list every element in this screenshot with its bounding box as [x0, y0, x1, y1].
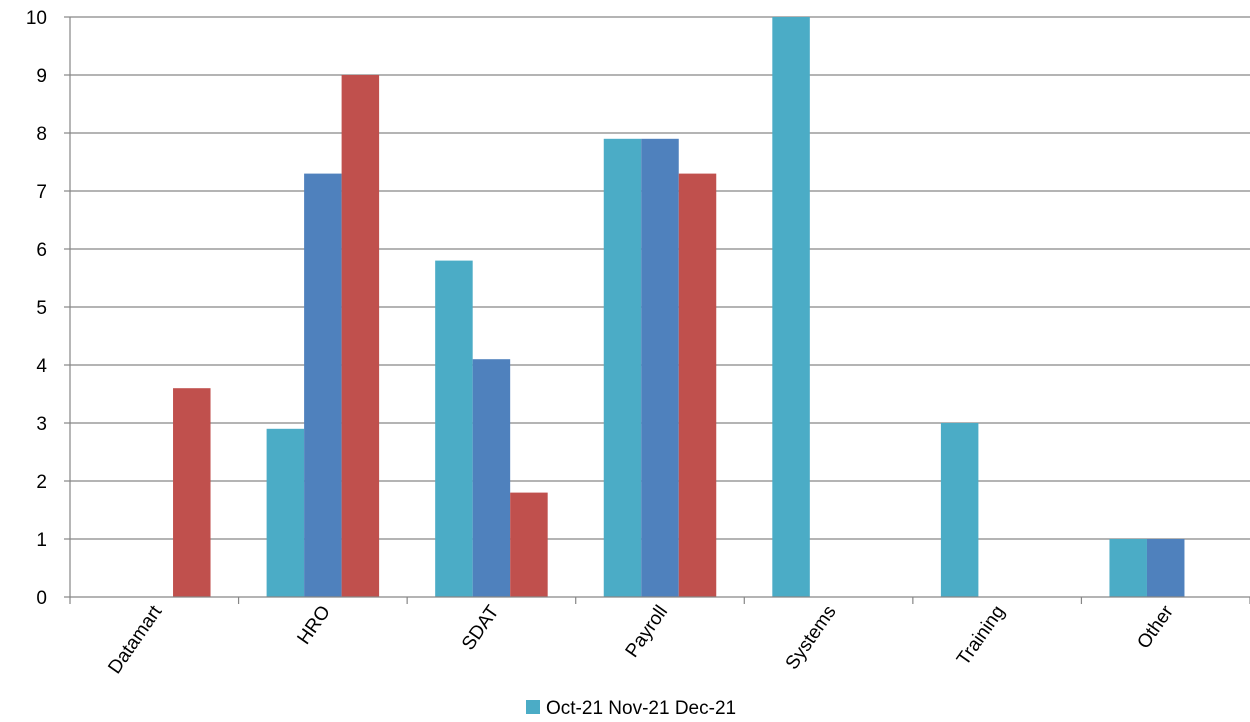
bar-nov-21-payroll: [641, 138, 679, 598]
y-tick-label: 4: [36, 356, 47, 377]
legend: Oct-21 Nov-21 Dec-21: [526, 698, 736, 719]
x-category-label: Systems: [782, 602, 841, 674]
bar-dec-21-datamart: [173, 388, 211, 597]
bar-oct-21-payroll: [603, 138, 642, 598]
bar-layer: [173, 17, 1185, 598]
bar-oct-21-hro: [266, 428, 305, 597]
x-category-label: SDAT: [458, 602, 504, 655]
x-category-label: Other: [1133, 601, 1178, 653]
bar-oct-21-training: [940, 423, 979, 597]
y-tick-label: 3: [36, 414, 47, 435]
legend-label: Oct-21 Nov-21 Dec-21: [546, 698, 736, 719]
y-tick-label: 9: [36, 66, 47, 87]
legend-swatch: [526, 700, 540, 714]
bar-nov-21-other: [1146, 539, 1185, 597]
bar-oct-21-systems: [772, 17, 810, 597]
y-tick-label: 10: [26, 8, 47, 29]
y-tick-label: 1: [36, 530, 47, 551]
bar-oct-21-other: [1109, 539, 1147, 597]
x-category-label: Training: [953, 602, 1009, 670]
bar-dec-21-hro: [341, 75, 380, 597]
bar-nov-21-sdat: [472, 359, 511, 597]
bar-dec-21-payroll: [678, 173, 717, 597]
y-tick-label: 7: [36, 182, 47, 203]
bar-nov-21-hro: [304, 173, 342, 597]
axis-layer: [64, 16, 1250, 604]
bar-dec-21-sdat: [510, 492, 548, 597]
y-tick-label: 0: [36, 588, 47, 609]
y-tick-label: 8: [36, 124, 47, 145]
x-category-label: HRO: [294, 602, 335, 649]
x-category-label: Payroll: [622, 602, 673, 662]
bar-oct-21-sdat: [435, 260, 473, 597]
y-tick-label: 2: [36, 472, 47, 493]
x-category-label: Datamart: [104, 601, 166, 678]
y-tick-label: 5: [36, 298, 47, 319]
y-tick-label: 6: [36, 240, 47, 261]
